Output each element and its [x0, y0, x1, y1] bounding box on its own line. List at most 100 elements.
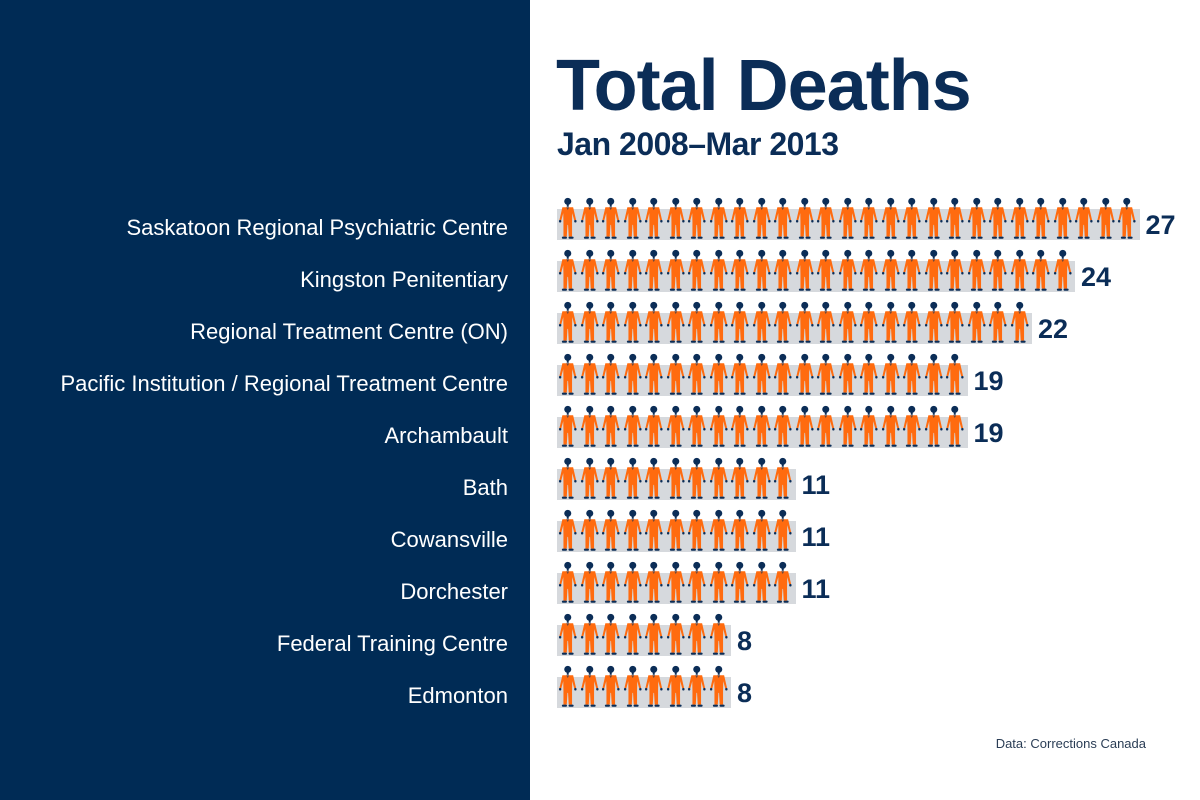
prisoner-figure-icon — [643, 404, 665, 448]
prisoner-figure-icon — [622, 404, 644, 448]
row-label: Federal Training Centre — [276, 631, 508, 656]
prisoner-figure-icon — [966, 300, 988, 344]
prisoner-figure-icon — [880, 300, 902, 344]
prisoner-figure-icon — [987, 248, 1009, 292]
prisoner-figure-icon — [557, 560, 579, 604]
prisoner-figure-icon — [579, 664, 601, 708]
prisoner-figure-icon — [579, 612, 601, 656]
prisoner-figure-icon — [880, 352, 902, 396]
prisoner-figure-icon — [579, 456, 601, 500]
prisoner-figure-icon — [1009, 248, 1031, 292]
prisoner-figure-icon — [858, 196, 880, 240]
prisoner-figure-icon — [622, 300, 644, 344]
prisoner-figure-icon — [643, 196, 665, 240]
prisoner-figure-icon — [643, 456, 665, 500]
prisoner-figure-icon — [600, 196, 622, 240]
prisoner-figure-icon — [794, 196, 816, 240]
prisoner-figure-icon — [880, 248, 902, 292]
prisoner-figure-icon — [751, 248, 773, 292]
prisoner-figure-icon — [858, 248, 880, 292]
row-label: Edmonton — [407, 683, 508, 708]
prisoner-figure-icon — [729, 508, 751, 552]
prisoner-figure-icon — [665, 248, 687, 292]
prisoner-figure-icon — [729, 404, 751, 448]
prisoner-figure-icon — [622, 352, 644, 396]
prisoner-figure-icon — [944, 300, 966, 344]
row-label: Cowansville — [390, 527, 508, 552]
bar-background-band — [557, 261, 1075, 292]
prisoner-figure-icon — [665, 352, 687, 396]
prisoner-figure-icon — [901, 352, 923, 396]
prisoner-figure-icon — [1052, 196, 1074, 240]
prisoner-figure-icon — [901, 404, 923, 448]
prisoner-figure-icon — [944, 248, 966, 292]
row-label: Dorchester — [400, 579, 508, 604]
row-value-label: 11 — [801, 522, 831, 552]
prisoner-figure-icon — [966, 248, 988, 292]
prisoner-figure-icon — [815, 352, 837, 396]
prisoner-figure-icon — [665, 456, 687, 500]
prisoner-figure-icon — [772, 196, 794, 240]
prisoner-figure-icon — [837, 248, 859, 292]
prisoner-figure-icon — [815, 404, 837, 448]
prisoner-figure-icon — [686, 352, 708, 396]
prisoner-figure-icon — [579, 196, 601, 240]
prisoner-figure-icon — [708, 300, 730, 344]
prisoner-figure-icon — [708, 196, 730, 240]
row-value-label: 8 — [737, 678, 753, 708]
row-value-label: 24 — [1081, 262, 1112, 292]
prisoner-figure-icon — [815, 300, 837, 344]
prisoner-figure-icon — [686, 508, 708, 552]
prisoner-figure-icon — [600, 248, 622, 292]
pictogram-bar — [557, 352, 968, 396]
prisoner-figure-icon — [772, 508, 794, 552]
prisoner-figure-icon — [729, 196, 751, 240]
prisoner-figure-icon — [751, 560, 773, 604]
prisoner-figure-icon — [923, 196, 945, 240]
prisoner-figure-icon — [923, 352, 945, 396]
prisoner-figure-icon — [923, 300, 945, 344]
prisoner-figure-icon — [708, 664, 730, 708]
prisoner-figure-icon — [944, 404, 966, 448]
prisoner-figure-icon — [1009, 196, 1031, 240]
prisoner-figure-icon — [880, 196, 902, 240]
prisoner-figure-icon — [772, 352, 794, 396]
prisoner-figure-icon — [1052, 248, 1074, 292]
prisoner-figure-icon — [1073, 196, 1095, 240]
prisoner-figure-icon — [557, 508, 579, 552]
prisoner-figure-icon — [751, 456, 773, 500]
prisoner-figure-icon — [686, 456, 708, 500]
prisoner-figure-icon — [751, 196, 773, 240]
pictogram-bar — [557, 560, 796, 604]
prisoner-figure-icon — [923, 404, 945, 448]
prisoner-figure-icon — [665, 664, 687, 708]
prisoner-figure-icon — [858, 352, 880, 396]
row-value-label: 11 — [801, 470, 831, 500]
prisoner-figure-icon — [579, 352, 601, 396]
prisoner-figure-icon — [794, 404, 816, 448]
prisoner-figure-icon — [665, 508, 687, 552]
prisoner-figure-icon — [579, 560, 601, 604]
prisoner-figure-icon — [600, 456, 622, 500]
row-label: Bath — [462, 475, 508, 500]
prisoner-figure-icon — [600, 508, 622, 552]
prisoner-figure-icon — [643, 508, 665, 552]
prisoner-figure-icon — [751, 404, 773, 448]
prisoner-figure-icon — [622, 560, 644, 604]
pictogram-bar — [557, 196, 1140, 240]
prisoner-figure-icon — [622, 248, 644, 292]
prisoner-figure-icon — [622, 456, 644, 500]
prisoner-figure-icon — [880, 404, 902, 448]
prisoner-figure-icon — [557, 612, 579, 656]
pictogram-bar — [557, 612, 731, 656]
pictogram-bar — [557, 248, 1075, 292]
prisoner-figure-icon — [557, 352, 579, 396]
prisoner-figure-icon — [579, 248, 601, 292]
row-label: Archambault — [384, 423, 508, 448]
prisoner-figure-icon — [665, 300, 687, 344]
prisoner-figure-icon — [557, 300, 579, 344]
prisoner-figure-icon — [729, 352, 751, 396]
prisoner-figure-icon — [557, 248, 579, 292]
prisoner-figure-icon — [772, 560, 794, 604]
prisoner-figure-icon — [579, 508, 601, 552]
